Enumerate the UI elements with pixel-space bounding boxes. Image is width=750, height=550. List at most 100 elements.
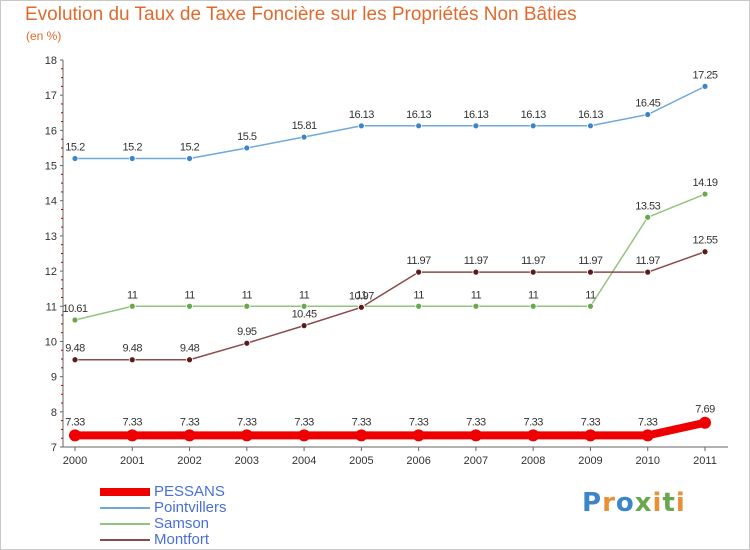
legend-label: Montfort bbox=[154, 531, 210, 548]
series-line-samson bbox=[74, 193, 706, 321]
data-point-montfort bbox=[529, 268, 537, 276]
legend-item-pointvillers: Pointvillers bbox=[100, 499, 300, 516]
data-label-montfort: 11.97 bbox=[521, 255, 546, 267]
data-point-samson bbox=[128, 302, 136, 310]
data-label-pessans: 7.33 bbox=[638, 416, 658, 428]
data-point-pointvillers bbox=[243, 144, 251, 152]
data-label-montfort: 9.48 bbox=[65, 343, 85, 355]
data-label-montfort: 9.95 bbox=[237, 326, 257, 338]
data-label-pessans: 7.33 bbox=[409, 416, 429, 428]
legend-swatch-pessans bbox=[100, 488, 150, 496]
data-point-montfort bbox=[415, 268, 423, 276]
data-label-pointvillers: 15.2 bbox=[65, 142, 85, 154]
data-label-samson: 11 bbox=[242, 289, 253, 301]
data-point-pointvillers bbox=[300, 133, 308, 141]
chart-title: Evolution du Taux de Taxe Foncière sur l… bbox=[25, 4, 577, 25]
data-label-montfort: 11.97 bbox=[464, 255, 489, 267]
chart-markers bbox=[69, 82, 711, 442]
data-label-pessans: 7.33 bbox=[237, 416, 257, 428]
y-tick-label: 17 bbox=[45, 90, 57, 102]
proxiti-logo: Proxiti bbox=[582, 488, 686, 518]
data-label-montfort: 11.97 bbox=[636, 255, 661, 267]
data-point-samson bbox=[300, 302, 308, 310]
x-tick-label: 2005 bbox=[349, 455, 373, 467]
data-point-pointvillers bbox=[472, 122, 480, 130]
data-point-pessans bbox=[699, 416, 711, 429]
y-tick-label: 14 bbox=[45, 196, 57, 208]
data-label-montfort: 10.45 bbox=[292, 309, 317, 321]
data-label-samson: 11 bbox=[471, 289, 482, 301]
data-label-pessans: 7.33 bbox=[581, 416, 601, 428]
data-label-pointvillers: 15.81 bbox=[292, 120, 317, 132]
data-label-montfort: 12.55 bbox=[692, 235, 717, 247]
y-tick-label: 15 bbox=[45, 161, 57, 173]
y-tick-label: 13 bbox=[45, 231, 57, 243]
data-point-pointvillers bbox=[186, 155, 193, 162]
legend-label: Samson bbox=[154, 515, 210, 532]
series-line-pessans bbox=[71, 418, 709, 440]
y-tick-label: 8 bbox=[51, 407, 57, 419]
data-label-pointvillers: 16.45 bbox=[635, 98, 660, 110]
data-label-pointvillers: 16.13 bbox=[406, 109, 431, 121]
data-point-montfort bbox=[300, 322, 308, 330]
data-point-pointvillers bbox=[415, 122, 423, 130]
data-point-montfort bbox=[71, 356, 79, 364]
data-point-montfort bbox=[472, 268, 480, 276]
data-label-pessans: 7.33 bbox=[65, 416, 85, 428]
logo-letter: x bbox=[634, 488, 653, 518]
data-point-samson bbox=[415, 302, 423, 310]
x-tick-label: 2009 bbox=[578, 455, 602, 467]
data-point-pessans bbox=[298, 429, 311, 442]
data-label-montfort: 9.48 bbox=[180, 343, 200, 355]
data-point-samson bbox=[71, 316, 79, 324]
data-point-pointvillers bbox=[701, 82, 709, 90]
data-point-montfort bbox=[357, 303, 365, 311]
data-label-pointvillers: 15.2 bbox=[123, 142, 143, 154]
data-point-pointvillers bbox=[128, 155, 136, 162]
legend-swatch-samson bbox=[100, 523, 150, 525]
chart-axes: 7 8 9 10 11 12 13 14 15 16 17 18 2000 2001 2002 2003 200… bbox=[45, 55, 728, 467]
chart-subtitle: (en %) bbox=[26, 29, 62, 43]
logo-letter: r bbox=[602, 488, 616, 518]
y-tick-label: 16 bbox=[45, 125, 57, 137]
data-point-pointvillers bbox=[529, 122, 537, 130]
chart-lines bbox=[71, 85, 709, 440]
data-label-montfort: 11.97 bbox=[407, 255, 432, 267]
legend-label: PESSANS bbox=[154, 483, 225, 500]
logo-letter: i bbox=[652, 488, 663, 518]
data-label-pessans: 7.33 bbox=[123, 416, 143, 428]
x-tick-label: 2000 bbox=[63, 455, 87, 467]
y-tick-label: 9 bbox=[51, 372, 57, 384]
data-label-samson: 11 bbox=[413, 289, 424, 301]
data-point-pessans bbox=[527, 429, 540, 442]
data-point-pessans bbox=[126, 429, 139, 442]
data-label-pessans: 7.33 bbox=[523, 416, 543, 428]
data-label-montfort: 9.48 bbox=[123, 343, 143, 355]
data-point-pointvillers bbox=[357, 122, 365, 130]
data-label-pessans: 7.33 bbox=[180, 416, 200, 428]
data-label-pessans: 7.33 bbox=[466, 416, 486, 428]
logo-letter: o bbox=[615, 488, 635, 518]
x-tick-label: 2006 bbox=[406, 455, 430, 467]
data-point-samson bbox=[472, 302, 480, 310]
data-point-pessans bbox=[412, 429, 425, 442]
data-label-pessans: 7.69 bbox=[695, 404, 715, 416]
data-label-pointvillers: 15.2 bbox=[180, 142, 200, 154]
logo-letter: i bbox=[675, 488, 686, 518]
x-tick-label: 2001 bbox=[120, 455, 144, 467]
y-tick-label: 12 bbox=[45, 266, 57, 278]
data-label-samson: 13.53 bbox=[635, 200, 660, 212]
legend-swatch-montfort bbox=[100, 539, 150, 541]
data-point-samson bbox=[587, 302, 594, 310]
data-point-pessans bbox=[69, 429, 81, 442]
legend-item-pessans: PESSANS bbox=[100, 483, 300, 500]
data-point-pessans bbox=[584, 429, 597, 442]
series-line-pointvillers bbox=[74, 85, 706, 160]
data-point-montfort bbox=[644, 268, 652, 276]
data-label-samson: 11 bbox=[299, 289, 310, 301]
data-point-montfort bbox=[587, 268, 594, 276]
data-point-samson bbox=[243, 302, 251, 310]
data-label-pointvillers: 16.13 bbox=[578, 109, 603, 121]
